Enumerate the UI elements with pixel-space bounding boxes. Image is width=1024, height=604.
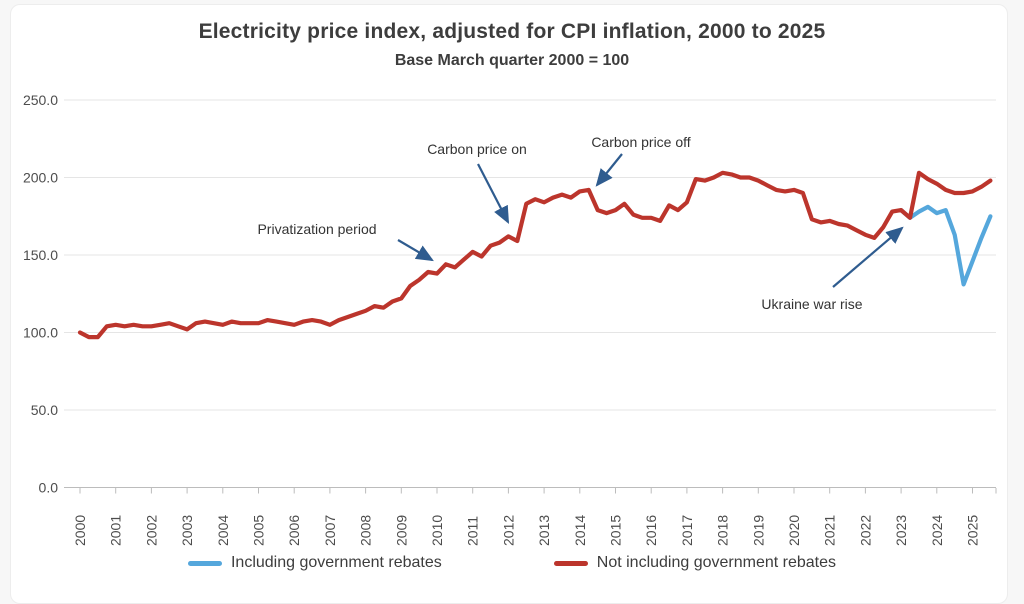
x-tick-label-2001: 2001 <box>108 515 124 546</box>
x-tick-label-2002: 2002 <box>143 515 159 546</box>
x-tick-label-2023: 2023 <box>893 515 909 546</box>
legend: Including government rebates Not includi… <box>0 554 1024 572</box>
chart-title: Electricity price index, adjusted for CP… <box>198 20 826 43</box>
x-tick-label-2009: 2009 <box>393 515 409 546</box>
x-tick-label-2020: 2020 <box>786 515 802 546</box>
y-tick-label-250.0: 250.0 <box>23 92 58 108</box>
annotation-arrow-3 <box>832 226 904 288</box>
line-chart-plot-area: 0.0 50.0 100.0 150.0 200.0 250.0 2000 2001 2002 2… <box>23 92 997 546</box>
x-tick-label-2003: 2003 <box>179 515 195 546</box>
x-tick-label-2008: 2008 <box>358 515 374 546</box>
x-tick-label-2006: 2006 <box>286 515 302 546</box>
annotation-carbon-price-off: Carbon price off <box>591 134 691 150</box>
annotation-arrow-0 <box>397 239 434 262</box>
x-tick-label-2017: 2017 <box>679 515 695 546</box>
x-tick-label-2005: 2005 <box>251 515 267 546</box>
x-tick-label-2018: 2018 <box>715 515 731 546</box>
annotation-carbon-price-on: Carbon price on <box>427 141 527 157</box>
x-tick-label-2011: 2011 <box>465 516 481 546</box>
x-tick-label-2024: 2024 <box>929 515 945 546</box>
x-tick-label-2016: 2016 <box>643 515 659 546</box>
red-line-swatch-icon <box>553 560 588 566</box>
x-tick-label-2022: 2022 <box>857 515 873 546</box>
x-tick-label-2007: 2007 <box>322 515 338 546</box>
x-tick-label-2025: 2025 <box>965 515 981 546</box>
x-tick-label-2021: 2021 <box>822 515 838 546</box>
legend-item-not-including-rebates: Not including government rebates <box>553 554 837 572</box>
x-tick-label-2012: 2012 <box>500 515 516 546</box>
y-tick-label-150.0: 150.0 <box>23 247 58 263</box>
annotation-arrow-2 <box>595 153 623 187</box>
x-tick-label-2014: 2014 <box>572 515 588 546</box>
y-tick-label-50.0: 50.0 <box>31 402 58 418</box>
x-tick-label-2004: 2004 <box>215 515 231 546</box>
chart-card <box>10 4 1008 604</box>
series-line-including-rebates <box>898 204 993 287</box>
y-tick-label-100.0: 100.0 <box>23 325 58 341</box>
x-tick-label-2013: 2013 <box>536 515 552 546</box>
series-line-not-including-rebates <box>77 170 993 340</box>
legend-label: Including government rebates <box>230 554 442 571</box>
annotation-ukraine-war-rise: Ukraine war rise <box>761 296 863 312</box>
legend-label: Not including government rebates <box>596 554 837 571</box>
chart-subtitle: Base March quarter 2000 = 100 <box>394 52 630 69</box>
annotation-privatization-period: Privatization period <box>257 221 377 237</box>
x-tick-label-2015: 2015 <box>608 515 624 546</box>
legend-item-including-rebates: Including government rebates <box>187 554 442 572</box>
annotation-arrow-1 <box>477 163 510 224</box>
y-tick-label-200.0: 200.0 <box>23 170 58 186</box>
blue-line-swatch-icon <box>187 560 222 566</box>
y-tick-label-0.0: 0.0 <box>39 480 59 496</box>
x-tick-label-2000: 2000 <box>72 515 88 546</box>
x-tick-label-2010: 2010 <box>429 515 445 546</box>
x-tick-label-2019: 2019 <box>750 515 766 546</box>
